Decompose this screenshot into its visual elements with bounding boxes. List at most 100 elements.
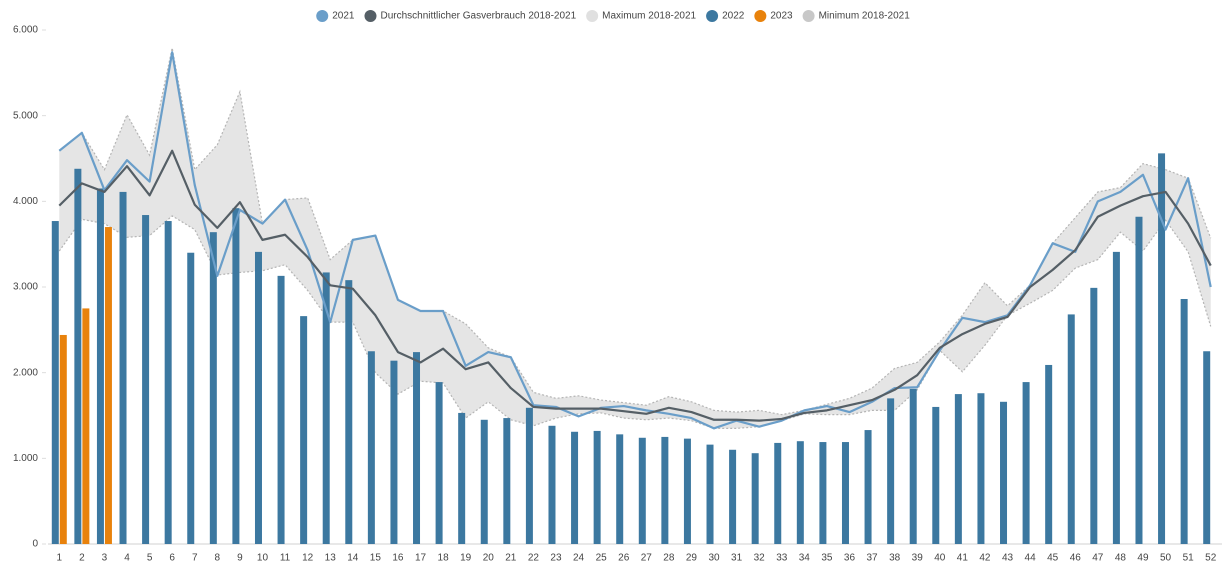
x-tick-label: 38 (889, 553, 901, 562)
bar (119, 191, 127, 544)
legend-label: Maximum 2018-2021 (602, 11, 696, 22)
x-tick-label: 25 (596, 553, 608, 562)
x-tick-label: 50 (1160, 553, 1172, 562)
bar (525, 407, 533, 544)
x-tick-label: 18 (438, 553, 450, 562)
bar (1090, 287, 1098, 544)
x-tick-label: 47 (1092, 553, 1104, 562)
bar (413, 352, 421, 544)
bar (954, 394, 962, 544)
x-tick-label: 43 (1002, 553, 1014, 562)
bar (887, 398, 895, 544)
bar (796, 441, 804, 544)
x-tick-label: 46 (1070, 553, 1082, 562)
x-tick-label: 17 (415, 553, 427, 562)
x-tick-label: 19 (460, 553, 472, 562)
bar (435, 382, 443, 544)
x-tick-label: 52 (1205, 553, 1217, 562)
x-tick-label: 24 (573, 553, 585, 562)
legend-label: 2023 (770, 11, 793, 22)
x-tick-label: 23 (550, 553, 562, 562)
bar (458, 412, 466, 544)
x-tick-label: 6 (169, 553, 175, 562)
x-tick-label: 42 (979, 553, 991, 562)
x-tick-label: 34 (799, 553, 811, 562)
bar (1067, 314, 1075, 544)
bar (661, 436, 669, 544)
x-tick-label: 33 (776, 553, 788, 562)
bar (1180, 298, 1188, 544)
legend-swatch (706, 10, 719, 22)
x-tick-label: 22 (528, 553, 540, 562)
bar (1158, 153, 1166, 545)
bar (104, 227, 112, 545)
bar (187, 252, 195, 544)
bar (277, 275, 285, 544)
bar (616, 434, 624, 544)
x-tick-label: 36 (844, 553, 856, 562)
bar (322, 272, 330, 544)
bar (638, 437, 646, 544)
x-tick-label: 21 (505, 553, 517, 562)
range-band (59, 47, 1211, 429)
x-tick-label: 3 (102, 553, 108, 562)
bar (59, 334, 67, 544)
x-tick-label: 40 (934, 553, 946, 562)
x-tick-label: 5 (147, 553, 153, 562)
x-tick-label: 48 (1115, 553, 1127, 562)
bar (142, 215, 150, 545)
bar (841, 442, 849, 544)
legend-label: Durchschnittlicher Gasverbrauch 2018-202… (380, 11, 576, 22)
x-tick-label: 39 (912, 553, 924, 562)
y-tick-label: 0 (32, 539, 38, 550)
x-tick-label: 31 (731, 553, 743, 562)
x-tick-label: 49 (1137, 553, 1149, 562)
bar (390, 360, 398, 544)
bar (164, 221, 172, 544)
y-tick-label: 1.000 (13, 453, 38, 464)
y-tick-label: 6.000 (13, 25, 38, 36)
x-tick-label: 29 (686, 553, 698, 562)
legend-label: 2021 (332, 11, 355, 22)
x-tick-label: 45 (1047, 553, 1059, 562)
bar (593, 430, 601, 544)
bar (1022, 382, 1030, 544)
bar (367, 351, 375, 544)
bar (932, 406, 940, 544)
x-tick-label: 13 (325, 553, 337, 562)
bar (1203, 351, 1211, 544)
bar (51, 221, 59, 544)
bar (977, 393, 985, 544)
x-tick-label: 1 (57, 553, 63, 562)
bar (480, 419, 488, 544)
bar (706, 444, 714, 544)
x-tick-label: 20 (483, 553, 495, 562)
x-tick-label: 28 (663, 553, 675, 562)
bar (819, 442, 827, 544)
bar (96, 188, 104, 544)
bar (74, 168, 82, 544)
bar (571, 431, 579, 544)
legend-label: 2022 (722, 11, 745, 22)
x-tick-label: 41 (957, 553, 969, 562)
legend-swatch (316, 10, 329, 22)
legend-swatch (754, 10, 767, 22)
bar (1000, 401, 1008, 544)
x-tick-label: 44 (1025, 553, 1037, 562)
bar (209, 232, 217, 544)
bar (1045, 364, 1053, 544)
bar (232, 208, 240, 545)
legend: 2021 Durchschnittlicher Gasverbrauch 2018… (316, 10, 910, 22)
bar (345, 280, 353, 544)
bar (1112, 251, 1120, 545)
x-tick-label: 15 (370, 553, 382, 562)
x-tick-label: 14 (347, 553, 359, 562)
x-tick-label: 7 (192, 553, 198, 562)
range-edge (58, 215, 1212, 429)
x-tick-label: 16 (392, 553, 404, 562)
line (58, 149, 1212, 422)
range-edge (58, 47, 1212, 416)
x-tick-label: 11 (280, 553, 291, 562)
bar (729, 449, 737, 544)
